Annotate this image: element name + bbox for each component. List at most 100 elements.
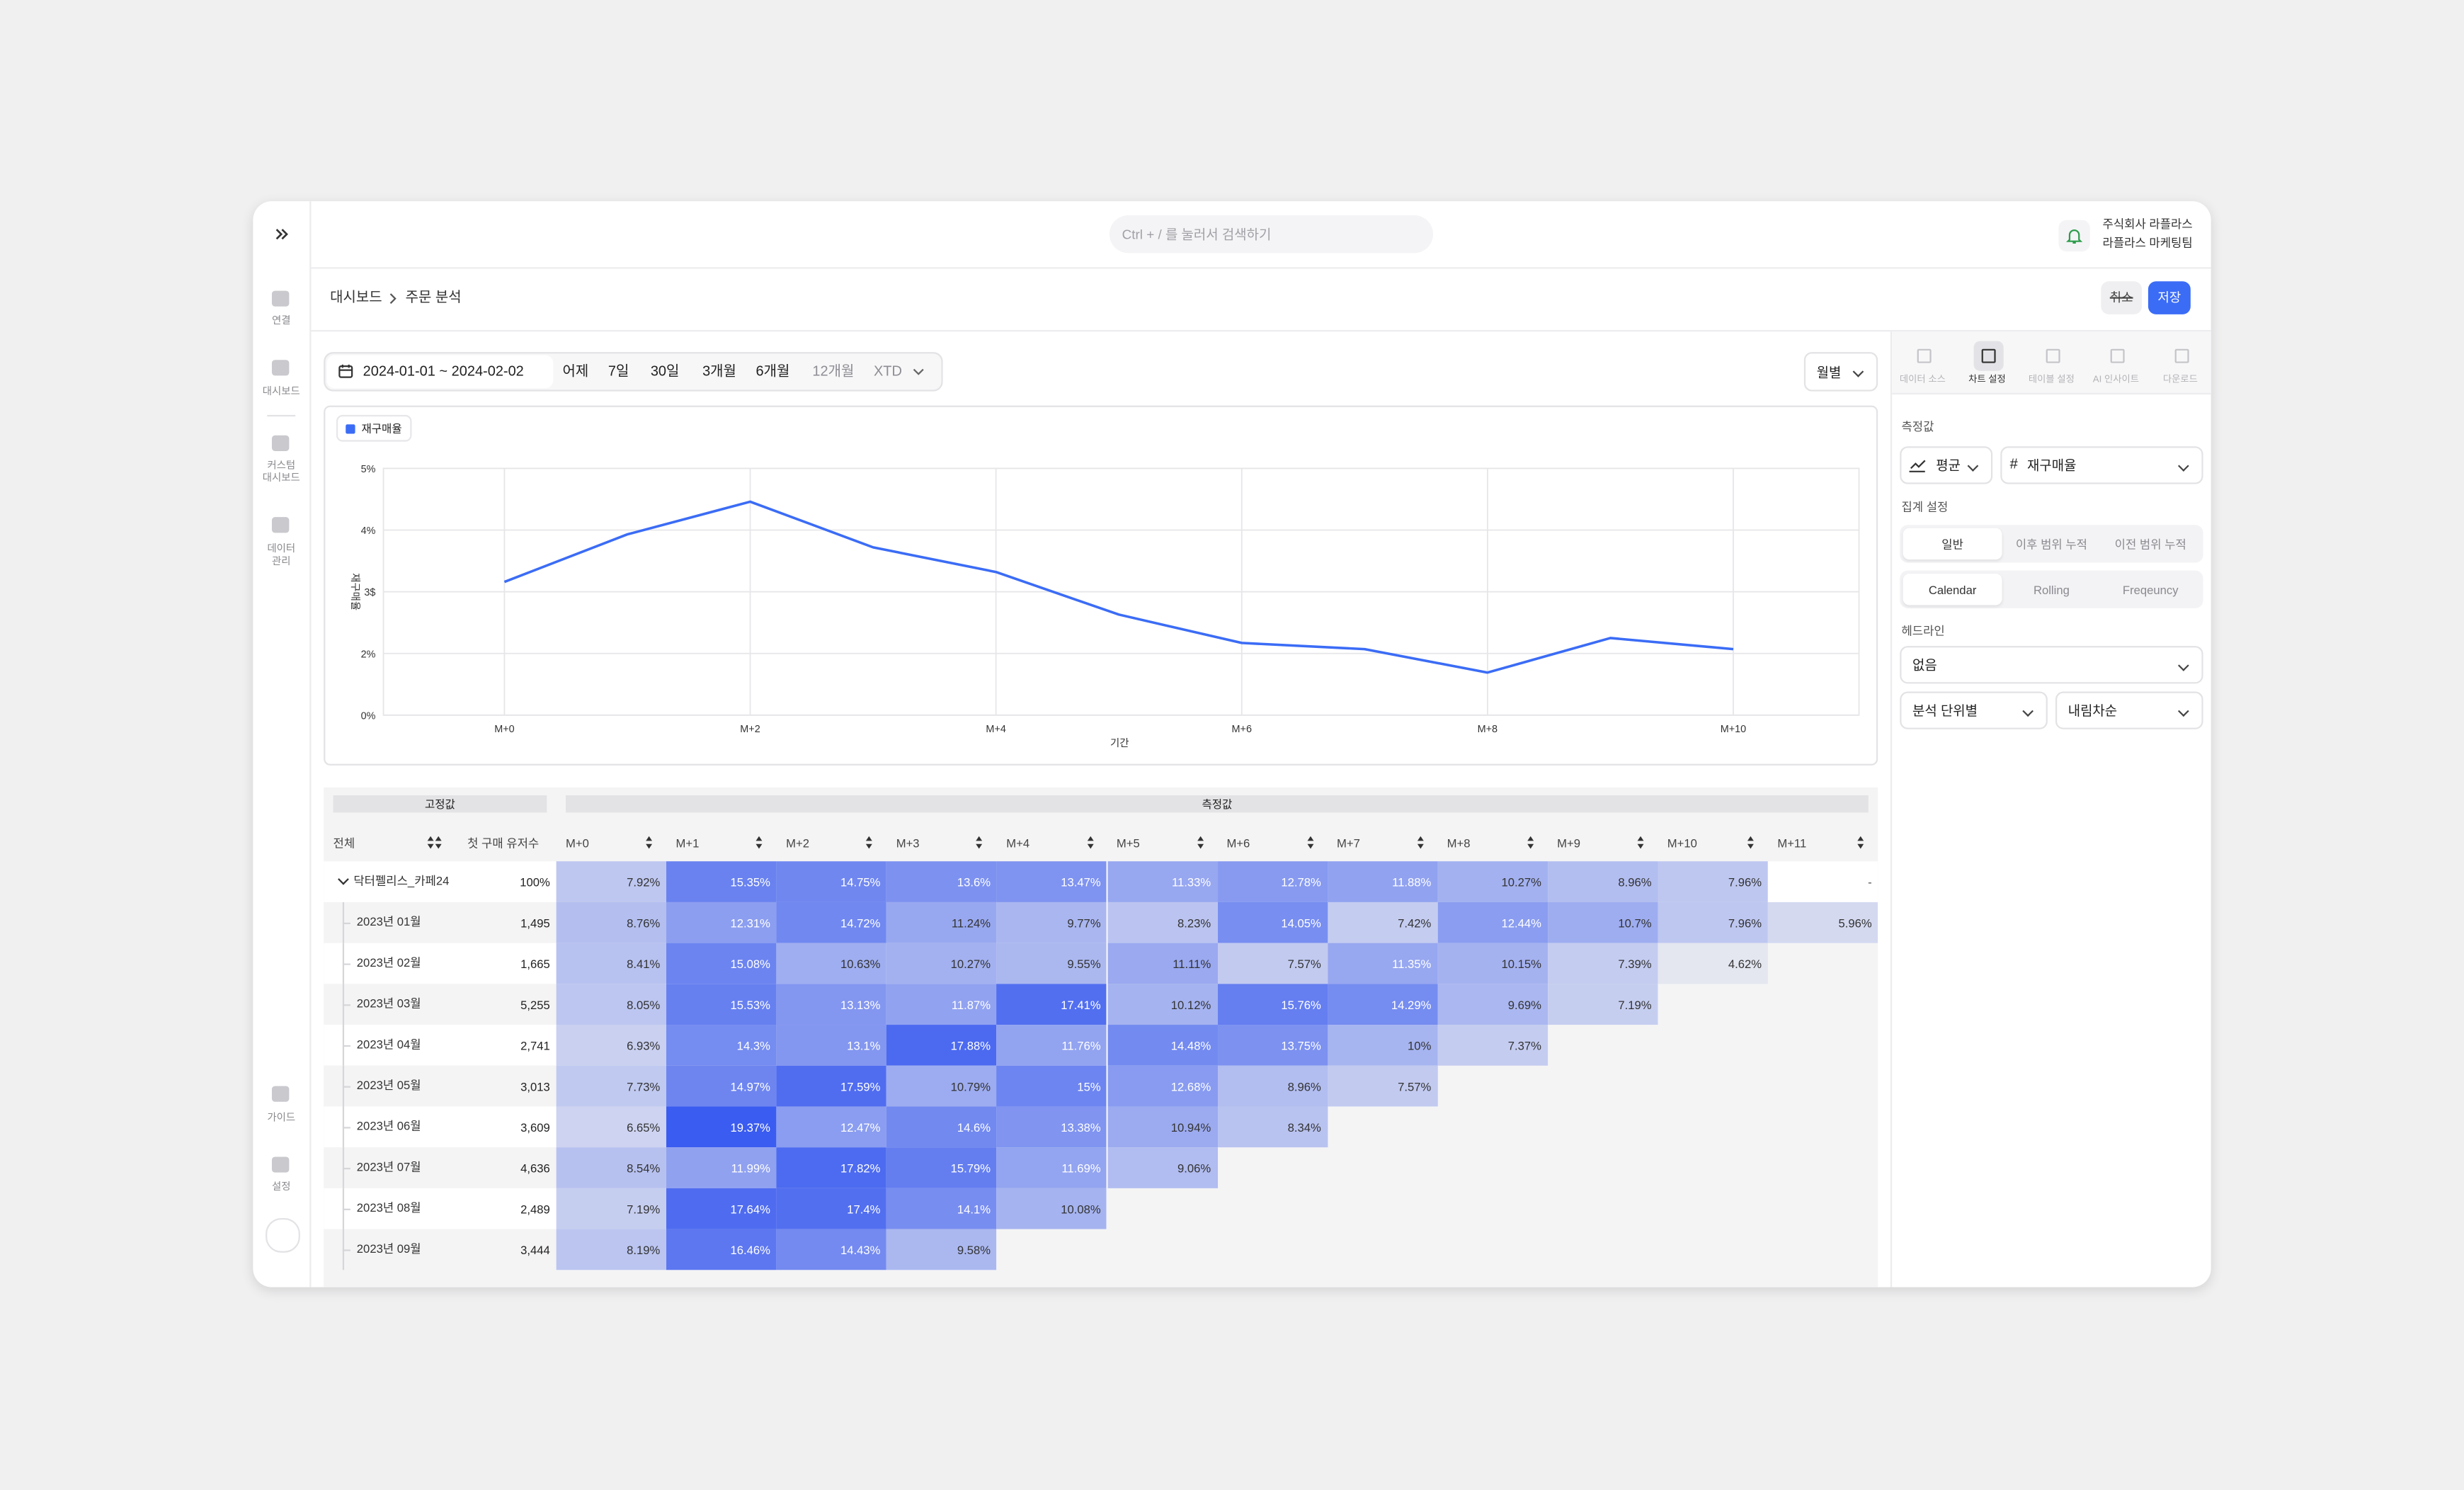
xtd-chevron[interactable] [911,365,925,379]
date-preset[interactable]: 7일 [608,363,629,379]
column-header[interactable]: M+7 [1337,835,1360,850]
sort-icon[interactable] [1197,843,1204,849]
section-title: 헤드라인 [1901,624,1945,639]
expand-icon[interactable] [272,224,291,244]
sort-icon[interactable] [866,836,873,841]
panel-tab-icon-glyph [2174,348,2189,363]
sort-icon[interactable] [1637,836,1644,841]
user-count: 3,013 [520,1079,550,1093]
panel-tab-label[interactable]: 데이터 소스 [1899,375,1946,385]
date-preset[interactable]: XTD [873,363,902,379]
sort-icon[interactable] [1747,843,1755,849]
sort-icon[interactable] [1086,843,1093,849]
sort-icon[interactable] [1306,843,1313,849]
sort-icon[interactable] [427,843,434,849]
metric-dropdown[interactable]: 재구매율 [2000,446,2203,484]
column-header[interactable]: M+1 [675,835,700,850]
column-header[interactable]: M+6 [1226,835,1250,850]
segment-option[interactable]: 일반 [1903,528,2002,560]
sort-icon[interactable] [1086,836,1093,841]
cancel-button[interactable]: 취소 [2101,281,2143,314]
column-header[interactable]: M+2 [786,835,809,850]
segment-option[interactable]: 이후 범위 누적 [2015,536,2087,551]
panel-tab-icon[interactable] [1973,341,2004,371]
sort-icon[interactable] [755,836,763,841]
sort-icon[interactable] [646,843,653,849]
segment-option[interactable]: Freqeuncy [2122,582,2179,597]
date-preset[interactable]: 3개월 [702,363,736,379]
sort-icon[interactable] [976,843,983,849]
date-picker[interactable] [326,355,554,389]
sort-icon[interactable] [1637,843,1644,849]
heatmap-cell: 14.48% [1107,1025,1218,1066]
heatmap-cell: 14.75% [776,861,887,902]
sort-icon[interactable] [1527,836,1534,841]
sort-icon[interactable] [1417,843,1424,849]
theme-toggle[interactable] [266,1218,300,1253]
sort-icon[interactable] [866,843,873,849]
order-dropdown[interactable]: 내림차순 [2055,691,2203,729]
sort-icon[interactable] [1527,843,1534,849]
heatmap-cell: 12.78% [1217,861,1328,902]
unit-dropdown[interactable]: 분석 단위별 [1900,691,2048,729]
sort-icon[interactable] [427,836,434,841]
panel-tab-label[interactable]: AI 인사이트 [2092,375,2140,385]
heatmap-cell: 15.76% [1217,984,1328,1025]
legend[interactable]: 재구매율 [336,414,412,442]
heatmap-cell: 11.33% [1107,861,1218,902]
sort-icon[interactable] [435,836,442,841]
column-header[interactable]: M+9 [1557,835,1581,850]
column-header[interactable]: 첫 구매 유저수 [467,835,540,850]
column-header[interactable]: M+4 [1006,835,1030,850]
sidebar-label[interactable]: 커스텀 [267,460,296,472]
column-header[interactable]: M+10 [1667,835,1697,850]
column-header[interactable]: M+5 [1116,835,1140,850]
segment-option[interactable]: Rolling [2033,582,2070,597]
sidebar-label[interactable]: 데이터 [267,543,296,555]
heatmap-cell: 9.55% [996,943,1107,984]
sort-icon[interactable] [435,843,442,849]
sort-icon[interactable] [1306,836,1313,841]
sidebar-label[interactable]: 대시보드 [262,386,300,398]
sort-icon[interactable] [1417,836,1424,841]
search-box[interactable] [1109,215,1434,254]
panel-tab-label[interactable]: 다운로드 [2162,375,2198,385]
sidebar-label[interactable]: 설정 [271,1181,291,1193]
column-header[interactable]: M+3 [896,835,920,850]
row-label[interactable]: 닥터펠리스_카페24 [353,873,450,888]
column-header[interactable]: M+0 [565,835,589,850]
sidebar-label[interactable]: 가이드 [267,1113,296,1124]
date-preset[interactable]: 30일 [650,363,680,379]
sort-icon[interactable] [1857,843,1864,849]
segment-option[interactable]: 이전 범위 누적 [2114,536,2186,551]
sort-icon[interactable] [1747,836,1755,841]
sort-icon[interactable] [976,836,983,841]
notification-button[interactable] [2058,220,2090,252]
sidebar-label[interactable]: 대시보드 [262,473,300,484]
sort-icon[interactable] [755,843,763,849]
sort-icon[interactable] [1197,836,1204,841]
segment-option[interactable]: Calendar [1903,574,2002,605]
sort-icon[interactable] [646,836,653,841]
date-preset[interactable]: 어제 [562,363,589,379]
group-header: 고정값 [333,795,547,813]
date-preset[interactable]: 6개월 [755,363,790,379]
sidebar-label[interactable]: 관리 [271,556,291,568]
user-count: 2,741 [520,1037,550,1052]
column-header[interactable]: M+8 [1447,835,1471,850]
date-preset[interactable]: 12개월 [812,363,855,379]
tree-branch [342,1168,350,1170]
column-header[interactable]: 전체 [333,835,355,850]
sort-icon[interactable] [1857,836,1864,841]
breadcrumb-item[interactable]: 대시보드 [330,289,382,305]
column-header[interactable]: M+11 [1777,835,1807,850]
panel-tab-label[interactable]: 테이블 설정 [2028,375,2075,385]
save-button[interactable]: 저장 [2148,281,2191,314]
interval-dropdown[interactable]: 월별 [1803,352,1878,392]
tree-branch [342,922,350,925]
sidebar-label[interactable]: 연결 [271,316,291,327]
aggregate-dropdown[interactable]: 평균 [1900,446,1993,484]
headline-dropdown[interactable]: 없음 [1900,646,2203,684]
panel-tab-label[interactable]: 차트 설정 [1968,375,2006,385]
heatmap-cell: 17.64% [666,1188,777,1229]
